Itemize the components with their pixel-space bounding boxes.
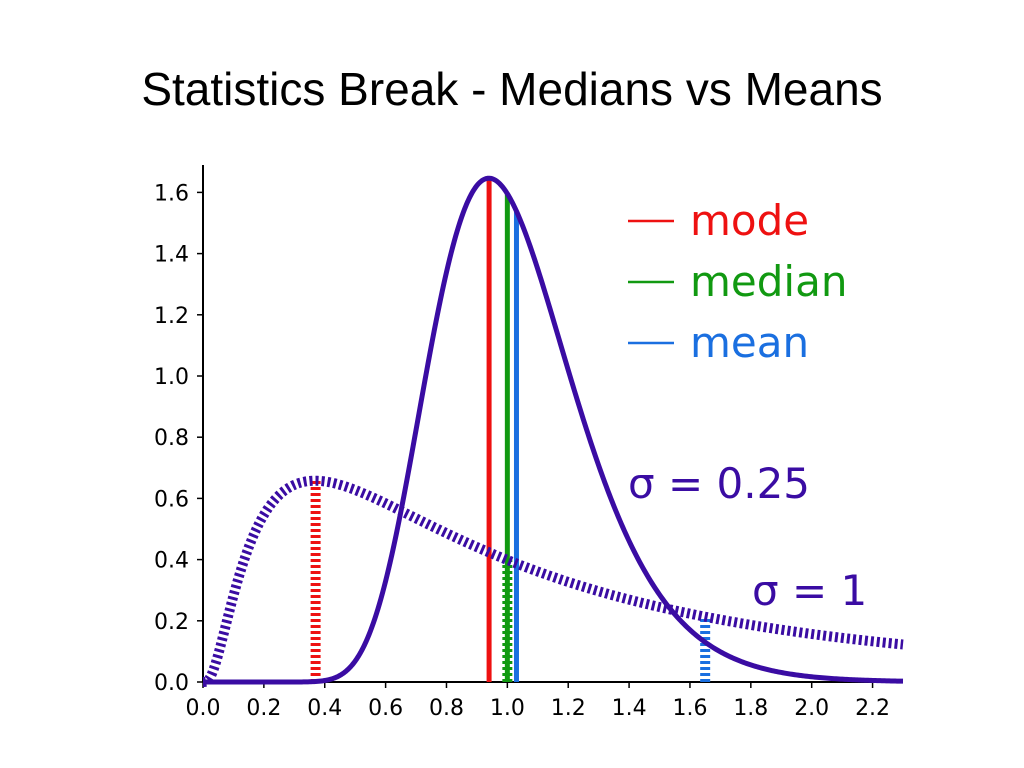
x-tick-label: 1.0 <box>490 696 525 721</box>
y-tick-label: 0.0 <box>154 671 189 696</box>
x-tick-label: 0.0 <box>186 696 221 721</box>
legend-label-mode: mode <box>690 196 809 245</box>
y-tick-label: 1.4 <box>154 243 189 268</box>
annotation-sigma-025: σ = 0.25 <box>628 459 810 508</box>
x-tick-label: 0.6 <box>368 696 403 721</box>
marker-lines <box>310 178 711 682</box>
legend-label-median: median <box>690 257 847 306</box>
chart-axes: 0.0 0.2 0.4 0.6 0.8 1.0 1.2 1.4 1.6 1.8 2.0 2.2 0.0 0… <box>154 165 903 721</box>
curves <box>199 175 907 687</box>
legend-label-mean: mean <box>690 318 809 367</box>
y-tick-label: 0.2 <box>154 610 189 635</box>
x-tick-label: 1.2 <box>551 696 586 721</box>
y-tick-label: 1.0 <box>154 365 189 390</box>
x-tick-label: 2.2 <box>855 696 890 721</box>
x-tick-label: 0.2 <box>246 696 281 721</box>
annotation-sigma-1: σ = 1 <box>752 566 867 615</box>
y-tick-label: 0.4 <box>154 549 189 574</box>
curve-sigma-025 <box>202 175 904 685</box>
y-tick-label: 1.6 <box>154 181 189 206</box>
x-tick-label: 2.0 <box>794 696 829 721</box>
y-tick-label: 0.8 <box>154 426 189 451</box>
chart-annotations: σ = 0.25 σ = 1 <box>628 459 867 615</box>
x-tick-label: 0.8 <box>429 696 464 721</box>
slide-title: Statistics Break - Medians vs Means <box>141 63 883 115</box>
y-tick-label: 1.2 <box>154 304 189 329</box>
x-tick-label: 1.8 <box>733 696 768 721</box>
x-tick-label: 0.4 <box>307 696 342 721</box>
x-tick-label: 1.6 <box>672 696 707 721</box>
chart-legend: mode median mean <box>628 196 847 367</box>
y-tick-label: 0.6 <box>154 487 189 512</box>
x-tick-label: 1.4 <box>612 696 647 721</box>
